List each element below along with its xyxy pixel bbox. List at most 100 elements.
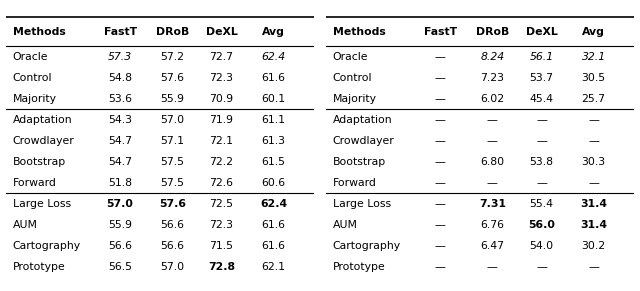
Text: 25.7: 25.7 bbox=[582, 94, 605, 104]
Text: 56.5: 56.5 bbox=[108, 262, 132, 272]
Text: Cartography: Cartography bbox=[333, 241, 401, 251]
Text: 45.4: 45.4 bbox=[529, 94, 554, 104]
Text: 30.3: 30.3 bbox=[582, 157, 605, 167]
Text: 72.6: 72.6 bbox=[209, 178, 234, 188]
Text: —: — bbox=[588, 115, 599, 125]
Text: 7.23: 7.23 bbox=[480, 73, 504, 83]
Text: FastT: FastT bbox=[424, 27, 456, 37]
Text: 6.76: 6.76 bbox=[480, 220, 504, 230]
Text: —: — bbox=[435, 157, 445, 167]
Text: 72.5: 72.5 bbox=[209, 199, 234, 209]
Text: 53.6: 53.6 bbox=[108, 94, 132, 104]
Text: 57.5: 57.5 bbox=[160, 157, 184, 167]
Text: Avg: Avg bbox=[262, 27, 285, 37]
Text: 6.02: 6.02 bbox=[480, 94, 504, 104]
Text: 31.4: 31.4 bbox=[580, 220, 607, 230]
Text: 55.4: 55.4 bbox=[529, 199, 554, 209]
Text: 32.1: 32.1 bbox=[582, 52, 605, 62]
Text: 56.1: 56.1 bbox=[529, 52, 554, 62]
Text: Oracle: Oracle bbox=[333, 52, 368, 62]
Text: 62.1: 62.1 bbox=[262, 262, 285, 272]
Text: —: — bbox=[435, 199, 445, 209]
Text: 57.2: 57.2 bbox=[160, 52, 184, 62]
Text: 6.47: 6.47 bbox=[480, 241, 504, 251]
Text: 72.3: 72.3 bbox=[209, 220, 234, 230]
Text: 55.9: 55.9 bbox=[108, 220, 132, 230]
Text: Adaptation: Adaptation bbox=[13, 115, 72, 125]
Text: AUM: AUM bbox=[333, 220, 358, 230]
Text: —: — bbox=[487, 178, 498, 188]
Text: 57.6: 57.6 bbox=[159, 199, 186, 209]
Text: 61.1: 61.1 bbox=[262, 115, 285, 125]
Text: 62.4: 62.4 bbox=[262, 52, 285, 62]
Text: Bootstrap: Bootstrap bbox=[13, 157, 66, 167]
Text: 51.8: 51.8 bbox=[108, 178, 132, 188]
Text: 53.7: 53.7 bbox=[529, 73, 554, 83]
Text: Methods: Methods bbox=[333, 27, 385, 37]
Text: Adaptation: Adaptation bbox=[333, 115, 392, 125]
Text: Majority: Majority bbox=[13, 94, 56, 104]
Text: Cartography: Cartography bbox=[13, 241, 81, 251]
Text: 54.0: 54.0 bbox=[529, 241, 554, 251]
Text: —: — bbox=[435, 262, 445, 272]
Text: —: — bbox=[435, 52, 445, 62]
Text: DRoB: DRoB bbox=[476, 27, 509, 37]
Text: 61.5: 61.5 bbox=[262, 157, 285, 167]
Text: Bootstrap: Bootstrap bbox=[333, 157, 386, 167]
Text: 70.9: 70.9 bbox=[209, 94, 234, 104]
Text: 57.1: 57.1 bbox=[160, 136, 184, 146]
Text: Methods: Methods bbox=[13, 27, 65, 37]
Text: 71.5: 71.5 bbox=[209, 241, 234, 251]
Text: 61.6: 61.6 bbox=[262, 73, 285, 83]
Text: 56.6: 56.6 bbox=[160, 220, 184, 230]
Text: AUM: AUM bbox=[13, 220, 38, 230]
Text: 62.4: 62.4 bbox=[260, 199, 287, 209]
Text: —: — bbox=[588, 136, 599, 146]
Text: 61.3: 61.3 bbox=[262, 136, 285, 146]
Text: —: — bbox=[435, 94, 445, 104]
Text: —: — bbox=[487, 136, 498, 146]
Text: 30.5: 30.5 bbox=[582, 73, 605, 83]
Text: —: — bbox=[536, 115, 547, 125]
Text: 57.6: 57.6 bbox=[160, 73, 184, 83]
Text: 54.7: 54.7 bbox=[108, 157, 132, 167]
Text: DeXL: DeXL bbox=[525, 27, 557, 37]
Text: —: — bbox=[536, 136, 547, 146]
Text: Forward: Forward bbox=[333, 178, 376, 188]
Text: 57.0: 57.0 bbox=[107, 199, 134, 209]
Text: 6.80: 6.80 bbox=[480, 157, 504, 167]
Text: 7.31: 7.31 bbox=[479, 199, 506, 209]
Text: 56.0: 56.0 bbox=[528, 220, 555, 230]
Text: 57.0: 57.0 bbox=[160, 262, 184, 272]
Text: —: — bbox=[588, 262, 599, 272]
Text: 71.9: 71.9 bbox=[209, 115, 234, 125]
Text: Control: Control bbox=[13, 73, 52, 83]
Text: —: — bbox=[435, 178, 445, 188]
Text: DeXL: DeXL bbox=[205, 27, 237, 37]
Text: 55.9: 55.9 bbox=[160, 94, 184, 104]
Text: 53.8: 53.8 bbox=[529, 157, 554, 167]
Text: FastT: FastT bbox=[104, 27, 136, 37]
Text: 72.2: 72.2 bbox=[209, 157, 234, 167]
Text: Crowdlayer: Crowdlayer bbox=[13, 136, 74, 146]
Text: 56.6: 56.6 bbox=[160, 241, 184, 251]
Text: Large Loss: Large Loss bbox=[13, 199, 70, 209]
Text: 72.8: 72.8 bbox=[208, 262, 235, 272]
Text: Prototype: Prototype bbox=[13, 262, 65, 272]
Text: —: — bbox=[487, 115, 498, 125]
Text: 8.24: 8.24 bbox=[480, 52, 504, 62]
Text: Prototype: Prototype bbox=[333, 262, 385, 272]
Text: —: — bbox=[435, 136, 445, 146]
Text: 60.6: 60.6 bbox=[262, 178, 285, 188]
Text: 57.0: 57.0 bbox=[160, 115, 184, 125]
Text: 57.5: 57.5 bbox=[160, 178, 184, 188]
Text: 54.7: 54.7 bbox=[108, 136, 132, 146]
Text: 61.6: 61.6 bbox=[262, 241, 285, 251]
Text: 31.4: 31.4 bbox=[580, 199, 607, 209]
Text: 54.8: 54.8 bbox=[108, 73, 132, 83]
Text: —: — bbox=[536, 262, 547, 272]
Text: —: — bbox=[536, 178, 547, 188]
Text: Forward: Forward bbox=[13, 178, 56, 188]
Text: DRoB: DRoB bbox=[156, 27, 189, 37]
Text: Majority: Majority bbox=[333, 94, 376, 104]
